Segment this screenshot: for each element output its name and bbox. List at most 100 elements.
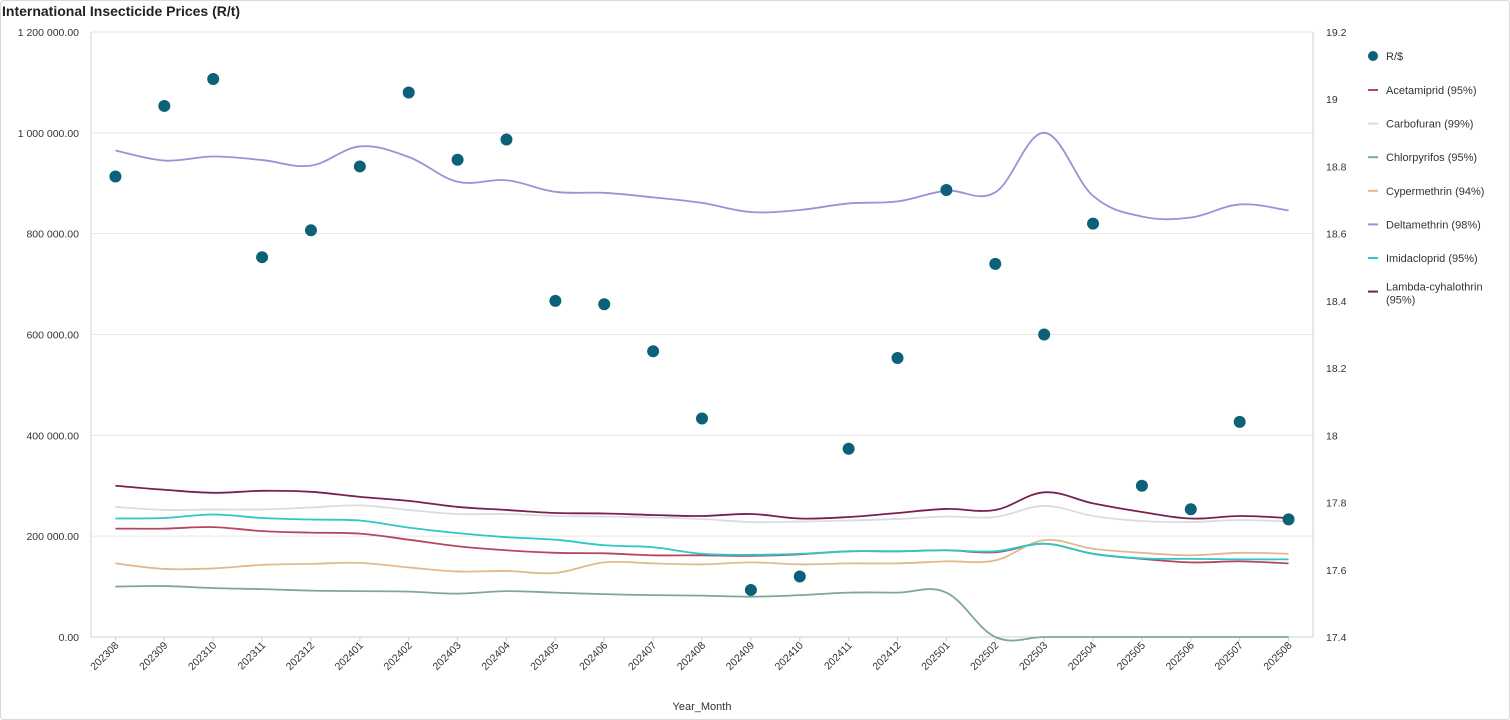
x-tick-label: 202312 bbox=[284, 640, 317, 673]
legend: R/$ Acetamiprid (95%) Carbofuran (99%) Chlo… bbox=[1368, 51, 1484, 307]
x-tick-label: 202406 bbox=[577, 640, 610, 673]
y-tick-label: 0.00 bbox=[59, 632, 80, 644]
legend-label: Imidacloprid (95%) bbox=[1386, 253, 1478, 265]
series-line-lambda-cyhalothrin-95[interactable] bbox=[115, 484, 1289, 520]
rs-point[interactable] bbox=[500, 133, 513, 146]
y-axis-right: 17.4 17.6 17.8 18 18.2 18.4 18.6 18.8 19 19.2 bbox=[1326, 27, 1347, 644]
rs-point[interactable] bbox=[256, 251, 269, 264]
rs-point[interactable] bbox=[207, 73, 220, 86]
x-tick-label: 202309 bbox=[137, 640, 170, 673]
x-tick-label: 202501 bbox=[919, 640, 952, 673]
x-tick-label: 202502 bbox=[968, 640, 1001, 673]
legend-item-deltamethrin-98[interactable]: Deltamethrin (98%) bbox=[1368, 219, 1481, 231]
legend-label: Deltamethrin (98%) bbox=[1386, 219, 1481, 231]
x-tick-label: 202308 bbox=[88, 640, 121, 673]
legend-item-acetamiprid-95[interactable]: Acetamiprid (95%) bbox=[1368, 85, 1476, 97]
x-tick-label: 202404 bbox=[479, 640, 512, 673]
legend-label: Cypermethrin (94%) bbox=[1386, 186, 1484, 198]
legend-label: Lambda-cyhalothrin (95%) bbox=[1386, 282, 1483, 307]
x-tick-label: 202504 bbox=[1066, 640, 1099, 673]
x-tick-label: 202507 bbox=[1213, 640, 1246, 673]
legend-item-lambda-cyhalothrin-95[interactable]: Lambda-cyhalothrin (95%) bbox=[1368, 282, 1483, 307]
y2-tick-label: 18.8 bbox=[1326, 161, 1347, 173]
series-line-acetamiprid-95[interactable] bbox=[115, 526, 1289, 565]
x-tick-label: 202405 bbox=[528, 640, 561, 673]
rs-point[interactable] bbox=[158, 99, 171, 112]
rs-point[interactable] bbox=[891, 352, 904, 365]
chart-title: International Insecticide Prices (R/t) bbox=[2, 3, 241, 19]
x-tick-label: 202409 bbox=[724, 640, 757, 673]
rs-point[interactable] bbox=[842, 442, 855, 455]
y2-tick-label: 18.2 bbox=[1326, 363, 1347, 375]
grid-lines bbox=[90, 31, 1314, 638]
rs-point[interactable] bbox=[793, 570, 806, 583]
y2-tick-label: 17.6 bbox=[1326, 565, 1347, 577]
x-tick-label: 202505 bbox=[1115, 640, 1148, 673]
y2-tick-label: 19.2 bbox=[1326, 27, 1347, 39]
rs-point[interactable] bbox=[598, 298, 611, 311]
rs-point[interactable] bbox=[1038, 328, 1051, 341]
y-tick-label: 1 000 000.00 bbox=[18, 128, 79, 140]
y2-tick-label: 18 bbox=[1326, 430, 1338, 442]
x-tick-label: 202412 bbox=[870, 640, 903, 673]
y2-tick-label: 19 bbox=[1326, 94, 1338, 106]
x-tick-label: 202506 bbox=[1164, 640, 1197, 673]
x-tick-label: 202411 bbox=[822, 640, 855, 673]
x-tick-label: 202410 bbox=[773, 640, 806, 673]
scatter-points bbox=[109, 73, 1295, 596]
rs-point[interactable] bbox=[940, 183, 953, 196]
x-tick-label: 202403 bbox=[430, 640, 463, 673]
series-line-deltamethrin-98[interactable] bbox=[115, 131, 1289, 221]
legend-item-r[interactable]: R/$ bbox=[1368, 51, 1403, 63]
x-tick-label: 202503 bbox=[1017, 640, 1050, 673]
x-tick-label: 202310 bbox=[186, 640, 219, 673]
legend-item-carbofuran-99[interactable]: Carbofuran (99%) bbox=[1368, 119, 1473, 131]
x-axis-title: Year_Month bbox=[673, 701, 732, 713]
rs-point[interactable] bbox=[647, 345, 660, 358]
rs-point[interactable] bbox=[1282, 513, 1295, 526]
x-tick-label: 202401 bbox=[333, 640, 366, 673]
x-tick-label: 202402 bbox=[382, 640, 415, 673]
rs-point[interactable] bbox=[744, 583, 757, 596]
legend-label: Acetamiprid (95%) bbox=[1386, 85, 1476, 97]
x-tick-label: 202407 bbox=[626, 640, 659, 673]
series-line-cypermethrin-94[interactable] bbox=[115, 538, 1289, 575]
rs-point[interactable] bbox=[1184, 503, 1197, 516]
y-tick-label: 1 200 000.00 bbox=[18, 27, 79, 39]
series-lines bbox=[115, 131, 1289, 642]
rs-point[interactable] bbox=[109, 170, 122, 183]
x-tick-label: 202311 bbox=[235, 640, 268, 673]
legend-item-imidacloprid-95[interactable]: Imidacloprid (95%) bbox=[1368, 253, 1478, 265]
y-axis-left: 0.00 200 000.00 400 000.00 600 000.00 800 00… bbox=[18, 27, 79, 644]
y2-tick-label: 17.4 bbox=[1326, 632, 1347, 644]
rs-point[interactable] bbox=[402, 86, 415, 99]
legend-item-cypermethrin-94[interactable]: Cypermethrin (94%) bbox=[1368, 186, 1484, 198]
rs-point[interactable] bbox=[353, 160, 366, 173]
legend-item-chlorpyrifos-95[interactable]: Chlorpyrifos (95%) bbox=[1368, 152, 1477, 164]
rs-point[interactable] bbox=[1087, 217, 1100, 230]
y-tick-label: 400 000.00 bbox=[26, 430, 79, 442]
legend-marker bbox=[1368, 51, 1378, 61]
series-line-imidacloprid-95[interactable] bbox=[115, 513, 1289, 561]
rs-point[interactable] bbox=[1135, 479, 1148, 492]
x-axis: 202308 202309 202310 202311 202312 202401 2024… bbox=[88, 637, 1295, 673]
y2-tick-label: 18.6 bbox=[1326, 229, 1347, 241]
y-tick-label: 200 000.00 bbox=[26, 531, 79, 543]
legend-label: R/$ bbox=[1386, 51, 1403, 63]
rs-point[interactable] bbox=[304, 224, 317, 237]
rs-point[interactable] bbox=[549, 294, 562, 307]
legend-label: Carbofuran (99%) bbox=[1386, 119, 1473, 131]
y-tick-label: 600 000.00 bbox=[26, 330, 79, 342]
series-line-chlorpyrifos-95[interactable] bbox=[115, 585, 1289, 642]
rs-point[interactable] bbox=[1233, 415, 1246, 428]
legend-label: Chlorpyrifos (95%) bbox=[1386, 152, 1477, 164]
x-tick-label: 202408 bbox=[675, 640, 708, 673]
rs-point[interactable] bbox=[696, 412, 708, 425]
y2-tick-label: 18.4 bbox=[1326, 296, 1347, 308]
series-line-carbofuran-99[interactable] bbox=[115, 504, 1289, 524]
x-tick-label: 202508 bbox=[1261, 640, 1294, 673]
y-tick-label: 800 000.00 bbox=[26, 229, 79, 241]
rs-point[interactable] bbox=[989, 257, 1002, 270]
rs-point[interactable] bbox=[451, 153, 464, 166]
